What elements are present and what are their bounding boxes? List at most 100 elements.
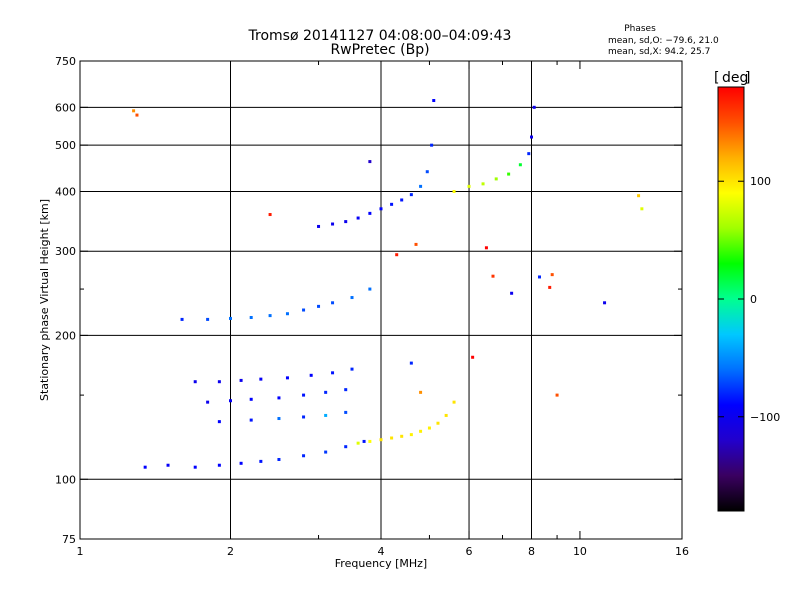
- echo-point: [379, 207, 383, 211]
- echo-point: [555, 393, 559, 397]
- echo-point: [484, 246, 488, 250]
- echo-point: [350, 296, 354, 300]
- echo-point: [491, 274, 495, 278]
- echo-point: [239, 461, 243, 465]
- plot-area: 1 2 4 6 8 10 16 75 100 200 300 400 500 600 750: [55, 55, 689, 558]
- chart-title: Tromsø 20141127 04:08:00–04:09:43: [248, 28, 512, 44]
- echo-point: [239, 378, 243, 382]
- x-tick-label: 16: [675, 545, 689, 558]
- echo-point: [249, 418, 253, 422]
- echo-point: [640, 207, 644, 211]
- echo-point: [249, 315, 253, 319]
- echo-point: [548, 285, 552, 289]
- y-tick-label: 500: [55, 139, 76, 152]
- echo-point: [331, 222, 335, 226]
- echo-point: [166, 463, 170, 467]
- echo-point: [324, 413, 328, 417]
- echo-point: [217, 463, 221, 467]
- colorbar: [ deg ] 100 0 −100: [714, 70, 780, 512]
- echo-point: [409, 193, 413, 197]
- echo-point: [532, 105, 536, 109]
- echo-point: [344, 445, 348, 449]
- echo-point: [249, 397, 253, 401]
- echo-point: [368, 287, 372, 291]
- echo-point: [507, 172, 511, 176]
- echo-point: [444, 413, 448, 417]
- echo-point: [344, 388, 348, 392]
- echo-point: [309, 373, 313, 377]
- colorbar-label: deg: [722, 70, 748, 86]
- echo-point: [331, 301, 335, 305]
- colorbar-tick-label: 100: [750, 175, 771, 188]
- x-tick-label: 6: [466, 545, 473, 558]
- echo-point: [180, 317, 184, 321]
- echo-point: [132, 109, 136, 113]
- echo-point: [344, 220, 348, 224]
- echo-point: [229, 316, 232, 320]
- echo-point: [317, 224, 321, 228]
- grid-lines: [80, 61, 682, 539]
- echo-point: [324, 390, 328, 394]
- echo-point: [379, 438, 383, 442]
- echo-points: [132, 99, 644, 469]
- y-axis-label: Stationary phase Virtual Height [km]: [38, 199, 51, 401]
- echo-point: [427, 426, 431, 430]
- echo-point: [400, 434, 404, 438]
- colorbar-ticks: 100 0 −100: [717, 86, 780, 512]
- echo-point: [510, 291, 514, 295]
- phase-box-line-x: mean, sd,X: 94.2, 25.7: [608, 47, 710, 57]
- y-tick-label: 600: [55, 101, 76, 114]
- echo-point: [603, 301, 607, 305]
- y-tick-label: 200: [55, 329, 76, 342]
- echo-point: [390, 436, 394, 440]
- x-tick-label: 1: [77, 545, 84, 558]
- echo-point: [368, 160, 372, 164]
- echo-point: [494, 177, 498, 181]
- echo-point: [452, 400, 456, 404]
- echo-point: [414, 242, 418, 246]
- y-tick-label: 100: [55, 473, 76, 486]
- echo-point: [419, 184, 423, 188]
- echo-point: [409, 433, 413, 437]
- echo-point: [259, 377, 263, 381]
- echo-point: [135, 113, 139, 117]
- echo-point: [452, 189, 456, 193]
- echo-point: [425, 170, 429, 174]
- echo-point: [259, 459, 263, 463]
- echo-point: [193, 380, 197, 384]
- echo-point: [362, 439, 366, 443]
- echo-point: [395, 253, 399, 257]
- echo-point: [356, 216, 360, 220]
- echo-point: [530, 135, 533, 139]
- colorbar-bracket-right: ]: [745, 70, 750, 86]
- echo-point: [324, 450, 328, 454]
- echo-point: [217, 380, 221, 384]
- x-tick-label: 4: [378, 545, 385, 558]
- echo-point: [481, 182, 485, 186]
- echo-point: [356, 441, 360, 445]
- echo-point: [436, 421, 440, 425]
- x-tick-label: 10: [573, 545, 587, 558]
- echo-point: [537, 275, 541, 279]
- colorbar-tick-label: 0: [750, 293, 757, 306]
- echo-point: [143, 465, 147, 469]
- echo-point: [527, 152, 531, 156]
- echo-point: [285, 312, 289, 316]
- echo-point: [350, 367, 354, 371]
- echo-point: [302, 308, 306, 312]
- y-tick-label: 300: [55, 245, 76, 258]
- echo-point: [277, 417, 281, 421]
- echo-point: [331, 371, 335, 375]
- echo-point: [206, 400, 210, 404]
- echo-point: [302, 415, 306, 419]
- echo-point: [432, 99, 436, 103]
- y-tick-label: 400: [55, 185, 76, 198]
- echo-point: [229, 399, 232, 403]
- echo-point: [390, 202, 394, 206]
- echo-point: [193, 465, 197, 469]
- echo-point: [409, 361, 413, 365]
- echo-point: [268, 314, 272, 318]
- colorbar-frame: [717, 86, 745, 512]
- echo-point: [471, 355, 475, 359]
